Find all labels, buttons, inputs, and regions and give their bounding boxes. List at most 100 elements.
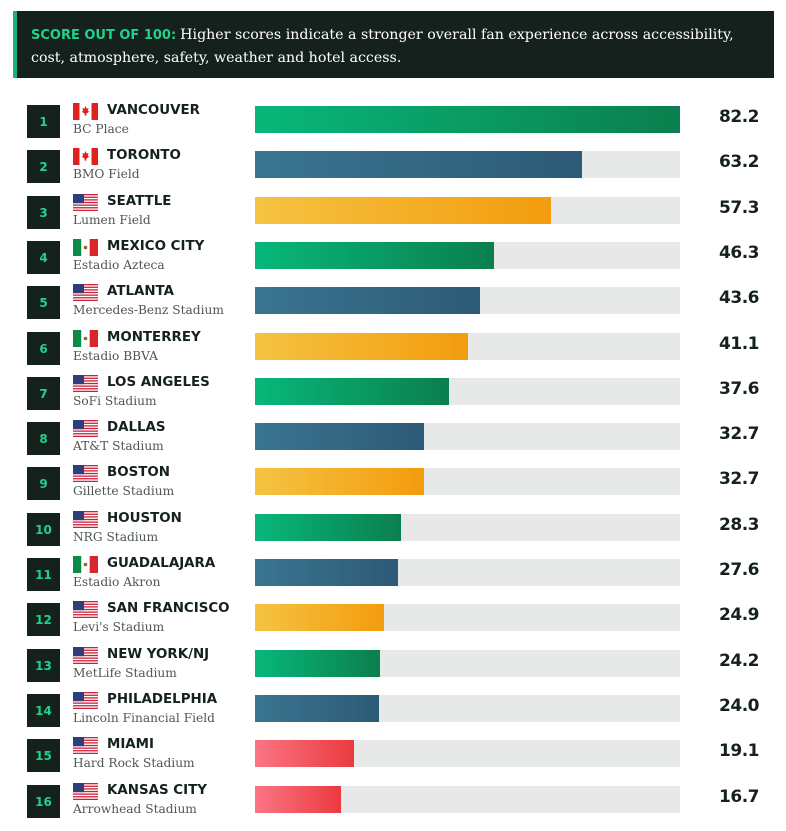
bar-track <box>255 151 680 178</box>
header-text: Higher scores indicate a stronger overal… <box>31 27 734 66</box>
score-label: 32.7 <box>719 469 759 489</box>
score-label: 43.6 <box>719 288 759 308</box>
chart-row: 1 VANCOUVER BC Place 82.2 <box>0 103 786 148</box>
city-label: PHILADELPHIA <box>107 692 218 707</box>
bar-track <box>255 468 680 495</box>
stadium-label: SoFi Stadium <box>73 394 157 408</box>
stadium-label: Hard Rock Stadium <box>73 756 195 770</box>
rank-badge: 14 <box>27 694 60 727</box>
stadium-label: Estadio Azteca <box>73 258 165 272</box>
score-bar <box>255 695 379 722</box>
score-bar <box>255 514 401 541</box>
stadium-label: Lincoln Financial Field <box>73 711 215 725</box>
usa-flag-icon <box>73 420 98 437</box>
chart-row: 8 DALLAS AT&T Stadium 32.7 <box>0 420 786 465</box>
bar-track <box>255 287 680 314</box>
stadium-label: MetLife Stadium <box>73 666 177 680</box>
chart-row: 16 KANSAS CITY Arrowhead Stadium 16.7 <box>0 783 786 828</box>
city-label: HOUSTON <box>107 511 182 526</box>
score-label: 63.2 <box>719 152 759 172</box>
rank-badge: 12 <box>27 603 60 636</box>
stadium-label: Estadio BBVA <box>73 349 158 363</box>
score-label: 24.2 <box>719 651 759 671</box>
stadium-label: Mercedes-Benz Stadium <box>73 303 224 317</box>
score-label: 16.7 <box>719 787 759 807</box>
score-bar <box>255 423 424 450</box>
chart-row: 5 ATLANTA Mercedes-Benz Stadium 43.6 <box>0 284 786 329</box>
chart-row: 12 SAN FRANCISCO Levi's Stadium 24.9 <box>0 601 786 646</box>
city-label: DALLAS <box>107 420 166 435</box>
score-bar <box>255 333 468 360</box>
city-label: LOS ANGELES <box>107 375 210 390</box>
city-label: NEW YORK/NJ <box>107 647 210 662</box>
score-label: 28.3 <box>719 515 759 535</box>
chart-row: 11 GUADALAJARA Estadio Akron 27.6 <box>0 556 786 601</box>
rank-badge: 13 <box>27 649 60 682</box>
stadium-label: NRG Stadium <box>73 530 159 544</box>
score-label: 41.1 <box>719 334 759 354</box>
city-label: SEATTLE <box>107 194 172 209</box>
usa-flag-icon <box>73 737 98 754</box>
bar-track <box>255 786 680 813</box>
rank-badge: 10 <box>27 513 60 546</box>
usa-flag-icon <box>73 647 98 664</box>
bar-track <box>255 514 680 541</box>
canada-flag-icon <box>73 103 98 120</box>
usa-flag-icon <box>73 375 98 392</box>
rank-badge: 8 <box>27 422 60 455</box>
bar-track <box>255 604 680 631</box>
usa-flag-icon <box>73 194 98 211</box>
chart-row: 15 MIAMI Hard Rock Stadium 19.1 <box>0 737 786 782</box>
rank-badge: 2 <box>27 150 60 183</box>
bar-track <box>255 106 680 133</box>
bar-track <box>255 559 680 586</box>
score-bar <box>255 559 398 586</box>
chart-row: 10 HOUSTON NRG Stadium 28.3 <box>0 511 786 556</box>
score-label: 57.3 <box>719 198 759 218</box>
score-bar <box>255 242 494 269</box>
rank-badge: 5 <box>27 286 60 319</box>
chart-row: 3 SEATTLE Lumen Field 57.3 <box>0 194 786 239</box>
score-bar <box>255 106 680 133</box>
stadium-label: Estadio Akron <box>73 575 161 589</box>
rank-badge: 7 <box>27 377 60 410</box>
rank-badge: 1 <box>27 105 60 138</box>
score-label: 24.9 <box>719 605 759 625</box>
stadium-label: Arrowhead Stadium <box>73 802 197 816</box>
bar-track <box>255 740 680 767</box>
score-bar <box>255 468 424 495</box>
score-label: 37.6 <box>719 379 759 399</box>
stadium-label: BC Place <box>73 122 129 136</box>
score-bar <box>255 197 551 224</box>
usa-flag-icon <box>73 601 98 618</box>
canada-flag-icon <box>73 148 98 165</box>
score-bar <box>255 786 341 813</box>
bar-track <box>255 650 680 677</box>
city-label: BOSTON <box>107 465 170 480</box>
rank-badge: 3 <box>27 196 60 229</box>
chart-row: 14 PHILADELPHIA Lincoln Financial Field 24.… <box>0 692 786 737</box>
usa-flag-icon <box>73 284 98 301</box>
score-label: 27.6 <box>719 560 759 580</box>
bar-track <box>255 423 680 450</box>
rank-badge: 9 <box>27 467 60 500</box>
city-label: SAN FRANCISCO <box>107 601 230 616</box>
score-label: 32.7 <box>719 424 759 444</box>
score-bar <box>255 151 582 178</box>
bar-track <box>255 378 680 405</box>
bar-track <box>255 333 680 360</box>
city-label: MEXICO CITY <box>107 239 205 254</box>
score-bar <box>255 650 380 677</box>
stadium-label: Levi's Stadium <box>73 620 165 634</box>
score-bar <box>255 287 480 314</box>
score-label: 19.1 <box>719 741 759 761</box>
stadium-label: Lumen Field <box>73 213 151 227</box>
city-label: VANCOUVER <box>107 103 200 118</box>
chart-row: 6 MONTERREY Estadio BBVA 41.1 <box>0 330 786 375</box>
city-label: GUADALAJARA <box>107 556 216 571</box>
chart-row: 2 TORONTO BMO Field 63.2 <box>0 148 786 193</box>
mexico-flag-icon <box>73 556 98 573</box>
stadium-label: AT&T Stadium <box>73 439 164 453</box>
score-bar <box>255 604 384 631</box>
rank-badge: 16 <box>27 785 60 818</box>
